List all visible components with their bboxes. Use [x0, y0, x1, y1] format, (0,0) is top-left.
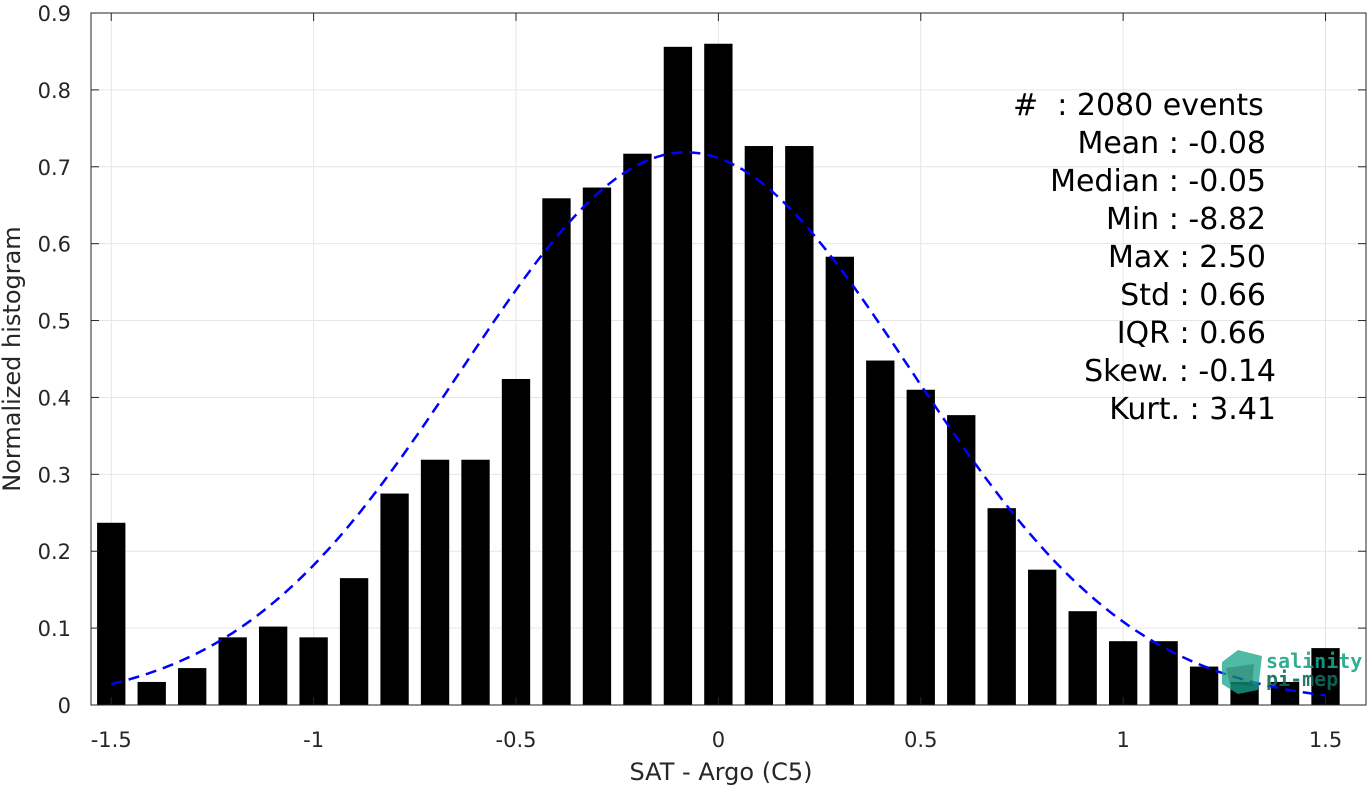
histogram-bar — [1189, 666, 1219, 705]
stats-line-iqr: IQR : 0.66 — [1117, 316, 1266, 351]
x-tick-label: -0.5 — [496, 728, 537, 752]
histogram-bar — [987, 508, 1016, 705]
histogram-bar — [542, 198, 571, 705]
y-tick-label: 0 — [58, 694, 71, 718]
histogram-bar — [178, 668, 207, 705]
stats-line-min: Min : -8.82 — [1106, 202, 1266, 237]
stats-box: # : 2080 events Mean : -0.08 Median : -0… — [1013, 88, 1276, 427]
histogram-bar — [97, 522, 126, 705]
stats-line-kurt: Kurt. : 3.41 — [1109, 392, 1276, 427]
y-tick-label: 0.9 — [38, 2, 71, 26]
ticks-layer: -1.5 -1 -0.5 0 0.5 1 1.5 0 0.1 0.2 0.3 0.4 0.5 0.6 0.7… — [38, 2, 1366, 752]
logo-wave-icon — [1222, 650, 1262, 694]
histogram-bar — [1068, 611, 1097, 705]
stats-line-mean: Mean : -0.08 — [1077, 126, 1266, 161]
bars-layer — [97, 43, 1340, 706]
histogram-bar — [420, 459, 450, 705]
logo-line1: salinity — [1266, 649, 1362, 673]
histogram-bar — [339, 578, 369, 705]
stats-line-skew: Skew. : -0.14 — [1084, 354, 1276, 389]
plot-frame — [90, 12, 1367, 706]
x-tick-label: 0 — [712, 728, 725, 752]
y-tick-label: 0.5 — [38, 310, 71, 334]
histogram-bar — [461, 459, 490, 705]
histogram-bar — [866, 360, 895, 705]
y-tick-label: 0.1 — [38, 617, 71, 641]
histogram-bar — [704, 43, 733, 705]
x-axis-label: SAT - Argo (C5) — [630, 758, 813, 786]
histogram-bar — [137, 681, 166, 705]
histogram-bar — [663, 46, 693, 705]
histogram-bar — [582, 187, 612, 705]
histogram-bar — [947, 415, 976, 705]
y-tick-label: 0.8 — [38, 79, 71, 103]
y-tick-label: 0.4 — [38, 386, 71, 410]
histogram-bar — [1108, 641, 1138, 705]
x-tick-label: -1 — [303, 728, 324, 752]
y-tick-label: 0.2 — [38, 540, 71, 564]
x-tick-label: 1 — [1116, 728, 1129, 752]
salinity-pi-mep-logo: salinity pi-mep — [1222, 649, 1362, 694]
logo-wave-shade — [1226, 664, 1254, 686]
histogram-bar — [258, 626, 288, 705]
logo-line2: pi-mep — [1266, 667, 1338, 691]
histogram-bar — [744, 146, 774, 706]
histogram-bar — [218, 637, 247, 705]
x-tick-label: 0.5 — [904, 728, 937, 752]
stats-line-count: # : 2080 events — [1013, 88, 1264, 123]
histogram-bar — [906, 389, 935, 705]
gaussian-fit-curve — [110, 151, 1326, 697]
stats-line-max: Max : 2.50 — [1108, 240, 1266, 275]
histogram-bar — [623, 153, 652, 705]
x-tick-label: -1.5 — [91, 728, 132, 752]
histogram-bar — [299, 637, 328, 705]
histogram-bar — [1028, 569, 1057, 705]
y-tick-label: 0.7 — [38, 156, 71, 180]
histogram-bar — [1149, 641, 1178, 705]
y-axis-label: Normalized histogram — [0, 226, 26, 491]
stats-line-median: Median : -0.05 — [1050, 164, 1266, 199]
histogram-bar — [501, 378, 531, 705]
x-tick-label: 1.5 — [1309, 728, 1342, 752]
histogram-bar — [380, 493, 409, 705]
y-tick-label: 0.6 — [38, 233, 71, 257]
stats-line-std: Std : 0.66 — [1120, 278, 1266, 313]
histogram-bar — [785, 146, 814, 706]
histogram-bar — [825, 256, 854, 705]
y-tick-label: 0.3 — [38, 463, 71, 487]
histogram-bar — [1311, 648, 1340, 705]
